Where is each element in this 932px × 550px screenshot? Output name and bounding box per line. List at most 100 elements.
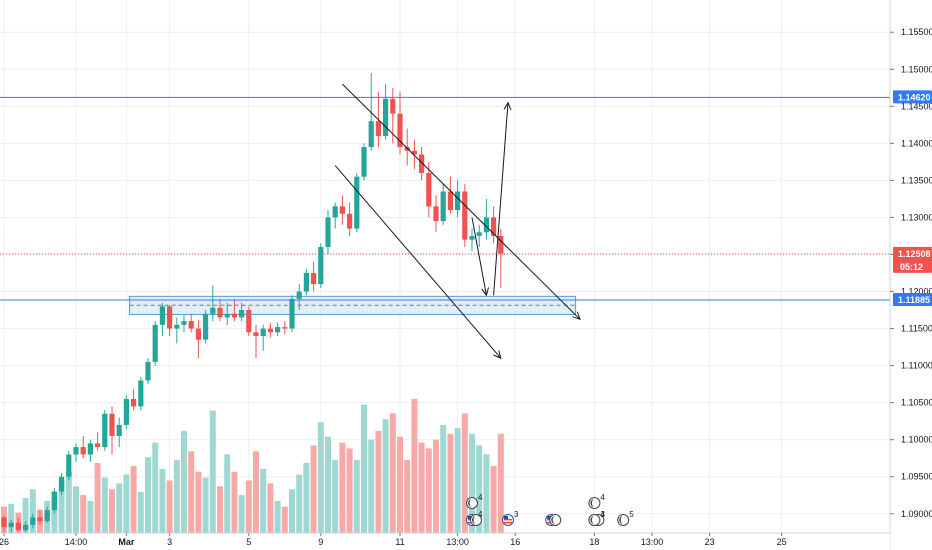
economic-events[interactable]: 44 3 43 54 [466, 493, 635, 526]
volume-bar [173, 460, 180, 533]
candle-body [131, 398, 137, 407]
volume-bar [87, 500, 94, 533]
candle-body [66, 454, 72, 477]
volume-bar [476, 445, 483, 533]
candle-body [59, 476, 65, 492]
time-tick-label: 14:00 [65, 537, 88, 547]
price-tick-label: 1.15000 [901, 64, 932, 74]
candle-body [152, 324, 158, 362]
volume-bar [353, 460, 360, 533]
moon-shape [590, 516, 595, 524]
trend-drawings[interactable] [334, 83, 581, 360]
candle-body [51, 491, 57, 511]
volume-bar [310, 445, 317, 533]
candle-body [354, 176, 360, 229]
volume-bar [375, 430, 382, 533]
volume-bar [65, 471, 72, 533]
candle-body [275, 327, 281, 333]
price-tag-label: 1.12508 [898, 249, 931, 259]
candle-body [87, 443, 93, 455]
volume-bar [346, 448, 353, 533]
price-tag-label: 1.11885 [898, 295, 930, 305]
volume-bar [274, 500, 281, 533]
price-tags: 1.14620 1.11885 1.12508 05:12 [893, 90, 932, 307]
volume-bar [260, 468, 267, 533]
volume-bar [382, 419, 389, 533]
volume-bar [303, 463, 310, 533]
volume-bar [267, 483, 274, 533]
support-zone[interactable] [129, 295, 577, 315]
volume-bar [483, 454, 490, 533]
time-tick-label: 25 [777, 537, 787, 547]
flag-stripe [504, 522, 512, 524]
price-tag [893, 246, 932, 273]
event-count: 3 [514, 510, 519, 519]
time-axis[interactable]: 26 14:00 Mar 3 5 9 11 13:00 16 18 13:00 23 25 [0, 532, 890, 550]
time-tick-label: 18 [589, 537, 599, 547]
time-tick-label: 11 [395, 537, 404, 547]
candle-body [267, 328, 273, 333]
event-icon-moon[interactable]: 3 [588, 510, 606, 526]
volume-bar [8, 503, 15, 533]
volume-bar [109, 489, 115, 533]
volume-bar [296, 474, 303, 533]
volume-bar [22, 498, 29, 533]
event-icon-moon[interactable]: 4 [466, 493, 484, 509]
event-icon-moon[interactable]: 5 [617, 510, 635, 526]
volume-bar [152, 442, 159, 533]
candle-body [311, 273, 317, 285]
projection-arrow-1[interactable] [471, 217, 487, 296]
event-icon-flag-moon[interactable]: 4 [466, 510, 484, 526]
price-tick-label: 1.09000 [901, 509, 932, 519]
volume-bar [123, 474, 130, 533]
candle-body [462, 191, 468, 240]
candle-body [203, 313, 209, 340]
volume-bar [116, 483, 123, 533]
volume-bar [159, 468, 166, 533]
candle-body [476, 232, 482, 236]
volume-bar [440, 425, 447, 533]
volume-bar [368, 439, 375, 533]
candle-body [318, 247, 324, 285]
candle-body [174, 324, 180, 329]
event-icon-moon-top[interactable]: 4 [588, 493, 606, 509]
volume-bar [497, 433, 504, 533]
event-count: 4 [478, 510, 483, 519]
candle-body [15, 522, 21, 531]
volume-bar [454, 428, 461, 533]
channel-upper-line[interactable] [342, 83, 581, 320]
projection-arrow-2[interactable] [493, 102, 509, 296]
flag-canton [547, 516, 552, 519]
event-icon-moon-flag[interactable] [545, 514, 562, 526]
time-tick-label: Mar [118, 537, 135, 547]
volume-bar [461, 413, 468, 533]
candle-body [138, 380, 144, 407]
volume-bar [73, 486, 79, 533]
time-axis-bg [0, 533, 890, 550]
candle-body [361, 147, 367, 177]
volume-bar [490, 465, 497, 533]
volume-bar [224, 454, 231, 533]
candle-body [239, 310, 245, 318]
price-tick-label: 1.11500 [901, 324, 932, 334]
candle-body [426, 172, 432, 207]
horizontal-lines[interactable] [0, 96, 890, 301]
price-axis[interactable]: 1.15500 1.15000 1.14500 1.14000 1.13500 1.130… [889, 0, 932, 550]
candle-body [419, 154, 425, 173]
moon-shape [551, 516, 556, 524]
volume-bar [425, 448, 432, 533]
volume-bar [339, 442, 346, 533]
event-count: 4 [600, 510, 605, 519]
volume-bar [202, 477, 209, 533]
volume-bar [245, 480, 252, 533]
channel-lower-line[interactable] [334, 165, 502, 359]
price-tag [893, 90, 932, 104]
price-tick-label: 1.10500 [901, 398, 932, 408]
time-tick-label: 13:00 [641, 537, 664, 547]
price-tick-label: 1.09500 [901, 472, 932, 482]
candle-body [375, 121, 381, 136]
time-tick-label: 3 [167, 537, 172, 547]
event-icon-flag[interactable]: 3 [502, 510, 520, 526]
